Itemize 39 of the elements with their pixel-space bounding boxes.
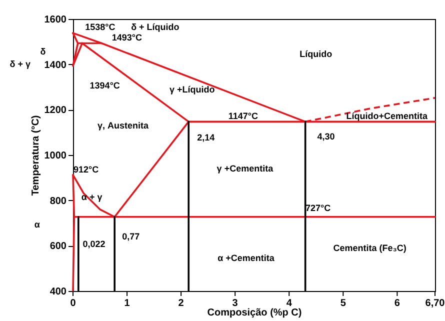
x-tick-label: 0	[70, 298, 76, 309]
annotation: 4,30	[317, 132, 335, 142]
y-tick-label: 1000	[44, 150, 67, 162]
annotation: 0,022	[82, 238, 106, 249]
x-tick-label: 5	[340, 298, 346, 309]
annotation: Líquido+Cementita	[346, 110, 428, 121]
annotation: 1493°C	[112, 32, 142, 42]
annotation: 1394°C	[90, 80, 120, 91]
annotation: α + γ	[81, 192, 102, 202]
y-tick-label: 1400	[44, 60, 67, 71]
y-tick-label: 1600	[44, 14, 67, 26]
annotation: 2,14	[197, 132, 215, 142]
text: α	[34, 219, 40, 230]
annotation: γ +Cementita	[216, 164, 274, 174]
x-tick-label: 2	[178, 298, 184, 309]
annotation: α +Cementita	[218, 252, 276, 263]
x-tick-label: 6	[394, 298, 400, 309]
annotation: Cementita (Fe₃C)	[333, 243, 406, 254]
annotation: Líquido	[300, 49, 333, 60]
x-tick-label: 1	[124, 298, 130, 309]
annotation: 0,77	[122, 231, 140, 242]
y-tick-label: 800	[50, 196, 67, 207]
y-axis-title: Temperatura (°C)	[30, 115, 42, 196]
annotation: 1538°C	[85, 22, 116, 32]
y-tick-label: 1200	[44, 105, 67, 116]
annotation: 1147°C	[228, 110, 258, 121]
x-tick-label: 6,70	[425, 298, 445, 309]
x-tick-label: 3	[232, 298, 238, 309]
x-tick-label: 4	[286, 298, 292, 309]
annotation: 912°C	[73, 164, 100, 175]
annotation: 727°C	[306, 202, 332, 213]
y-tick-label: 400	[50, 286, 67, 298]
annotation: γ, Austenita	[97, 120, 150, 131]
text: δ + γ	[10, 58, 31, 69]
x-axis-title: Composição (%p C)	[207, 308, 302, 318]
text: δ	[40, 46, 46, 56]
y-tick-label: 600	[50, 241, 67, 252]
annotation: γ +Líquido	[169, 84, 216, 94]
annotation: δ + Líquido	[131, 22, 180, 32]
